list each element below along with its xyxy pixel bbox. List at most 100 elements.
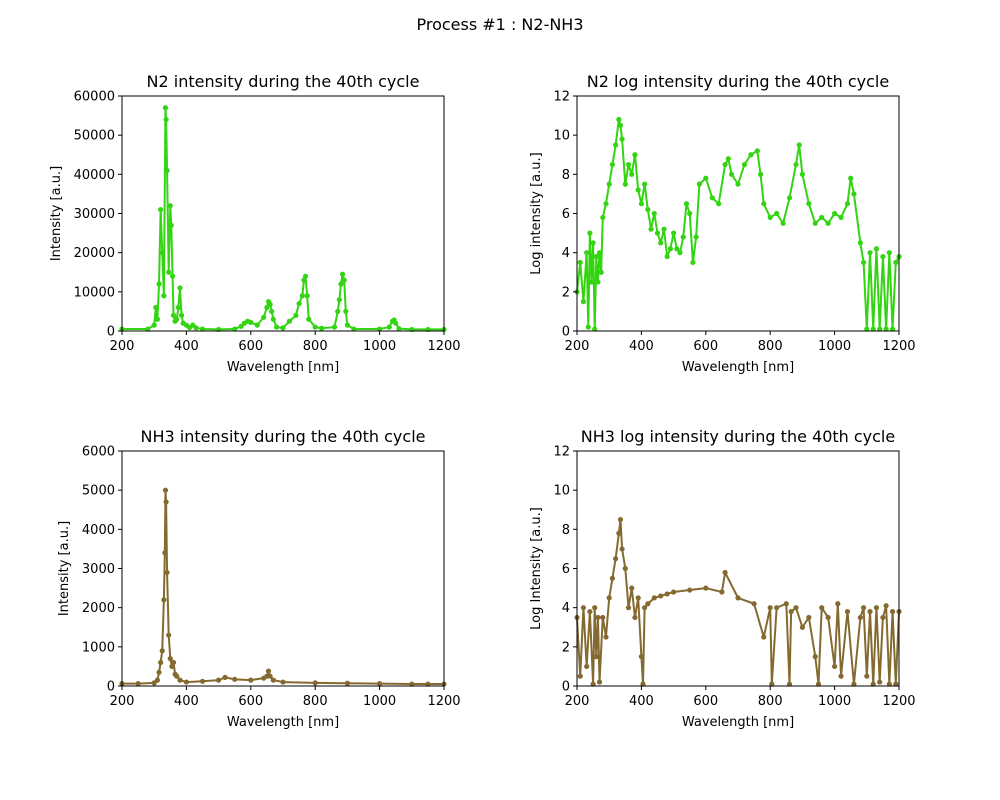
chart1-data-point [598,269,604,275]
chart0-data-point [339,271,346,277]
chart1-data-point [609,161,616,168]
chart0-y-tick-label: 20000 [74,246,115,261]
chart2-y-tick-label: 1000 [82,640,115,655]
chart1-data-point [642,181,648,187]
chart0-data-point [396,326,402,332]
chart0-data-point [286,318,293,324]
chart1-data-point [832,210,838,217]
chart1-data-point [757,171,764,177]
chart0-y-tick-label: 0 [107,325,115,340]
chart0-y-tick-label: 60000 [74,90,115,105]
chart1-data-point [635,187,641,193]
chart0-data-point [293,312,299,318]
chart1-data-point [825,220,831,226]
chart0-data-point [156,281,162,287]
chart3-y-axis-label: Log Intensity [a.u.] [529,507,544,630]
chart3-data-point [609,575,616,581]
chart0-data-point [158,206,164,213]
chart1-y-tick-label: 2 [562,285,570,300]
chart0-data-point [162,105,169,111]
chart0-data-point [199,326,206,332]
chart3-y-tick-label: 4 [562,601,570,616]
chart1-x-tick-label: 1000 [818,339,851,354]
chart1-data-point [677,250,683,256]
chart1-data-point [680,234,686,240]
chart1-data-point [596,250,603,256]
chart2-data-point [280,679,286,685]
chart3-data-point [617,516,624,523]
chart2-data-point [270,677,276,683]
chart3-x-tick-label: 800 [758,694,783,709]
chart1-data-point [585,324,591,330]
chart0-data-point [301,277,307,283]
chart1-data-point [661,226,667,232]
chart3-data-point [640,681,646,687]
chart0-y-tick-label: 30000 [74,207,115,222]
chart0-data-point [166,269,172,275]
chart0-data-point [377,326,383,332]
chart1-data-point [767,214,773,221]
chart3-data-point [857,614,863,621]
chart3-data-point [835,601,841,607]
chart1-data-point [806,201,812,207]
chart3-data-point [592,605,598,611]
chart3-data-point [877,679,883,685]
chart3-data-point [806,614,812,621]
chart1-data-point [683,201,690,207]
chart0-data-point [238,323,244,329]
chart1-data-point [883,326,889,332]
chart3-y-tick-label: 12 [553,445,570,460]
chart3-data-point [761,634,767,640]
chart1-data-point [873,246,880,252]
chart0-data-point [296,300,302,307]
chart3-data-point [838,673,844,679]
chart0-data-point [331,324,338,330]
chart1-data-point [722,161,728,168]
chart3-data-point [788,608,794,615]
chart2-data-point [164,569,170,576]
chart2-data-point [163,499,169,505]
chart1-y-axis-label: Log intensity [a.u.] [529,152,544,274]
chart1-data-point [580,299,587,305]
chart2-data-point [162,487,169,493]
chart0-y-axis-label: Intensity [a.u.] [49,166,64,261]
figure-suptitle: Process #1 : N2-NH3 [416,15,583,34]
chart3-data-point [825,614,831,621]
chart1-data-point [617,122,624,128]
chart1-data-point [613,142,619,148]
chart3-data-point [629,585,635,591]
chart3-data-point [703,585,709,591]
chart2-data-point [232,676,238,682]
chart0-y-tick-label: 50000 [74,129,115,144]
chart3-data-point [577,673,583,679]
chart1-data-point [857,240,863,246]
chart2-x-tick-label: 200 [110,694,135,709]
chart3-data-point [603,634,609,640]
chart1-data-point [671,230,677,236]
chart3-title: NH3 log intensity during the 40th cycle [581,427,895,446]
chart2-data-point [166,632,172,638]
chart1-data-point [587,230,593,236]
chart0-title: N2 intensity during the 40th cycle [147,72,420,91]
chart1-title: N2 log intensity during the 40th cycle [587,72,889,91]
chart1-y-tick-label: 10 [553,129,570,144]
chart0-x-tick-label: 1000 [363,339,396,354]
chart3-data-point [774,605,780,611]
chart1-data-point [588,279,595,285]
chart0-x-tick-label: 400 [174,339,199,354]
chart2-data-point [377,681,383,687]
chart2-y-tick-label: 0 [107,680,115,695]
chart3-data-point [886,681,892,687]
chart1-data-point [619,136,625,142]
chart3-x-tick-label: 200 [565,694,590,709]
chart1-data-point [793,161,799,168]
chart3-data-point [870,681,876,687]
chart2-x-axis-label: Wavelength [nm] [227,715,339,730]
chart0-data-point [177,285,183,291]
chart3-data-point [664,591,670,597]
subplot-nh3-intensity: 200 400 600 800 1000 1200 0 1000 2000 3000 4000 500… [57,427,461,730]
chart3-data-point [735,595,741,601]
chart3-data-point [616,530,622,536]
chart3-data-point [883,603,889,609]
